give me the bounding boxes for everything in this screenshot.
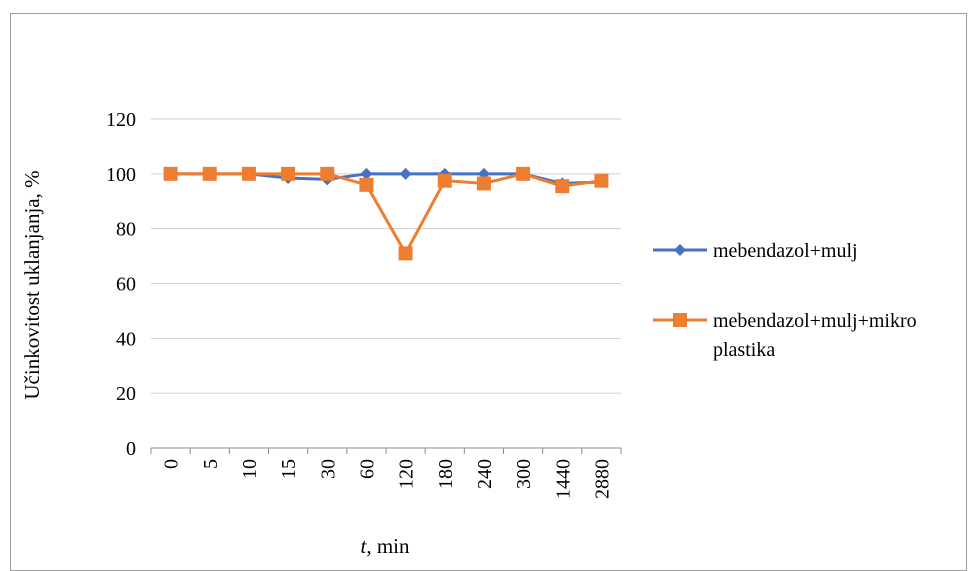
- x-tick-label: 60: [356, 459, 378, 479]
- x-tick-label: 240: [474, 459, 496, 489]
- data-point-square: [163, 166, 178, 181]
- x-tick-label: 2880: [591, 459, 613, 499]
- y-tick-label: 20: [116, 383, 136, 405]
- legend-label-series-2-line-1: mebendazol+mulj+mikro: [713, 310, 917, 332]
- data-point-diamond: [360, 167, 373, 180]
- y-tick-label: 0: [126, 438, 136, 460]
- series-line: [170, 172, 602, 255]
- data-point-square: [594, 173, 609, 188]
- x-axis: [150, 447, 622, 454]
- y-tick-label: 100: [106, 164, 136, 186]
- gridlines: [151, 118, 621, 394]
- y-tick-labels: 0 20 40 60 80 100 120: [106, 109, 136, 460]
- data-point-square: [555, 179, 570, 194]
- legend-item-series-2: mebendazol+mulj+mikro plastika: [653, 310, 917, 361]
- data-point-square: [359, 177, 374, 192]
- legend-marker-square: [673, 313, 687, 327]
- data-point-square: [241, 166, 256, 181]
- legend-label-series-2-line-2: plastika: [713, 339, 775, 361]
- data-point-square: [320, 166, 335, 181]
- legend-item-series-1: mebendazol+mulj: [653, 240, 858, 262]
- x-tick-label: 10: [239, 459, 261, 479]
- chart-frame: [10, 13, 967, 571]
- series-2: [163, 166, 609, 261]
- legend-marker-diamond: [674, 244, 686, 256]
- data-point-square: [476, 176, 491, 191]
- x-tick-label: 30: [317, 459, 339, 479]
- data-point-square: [281, 166, 296, 181]
- y-tick-label: 40: [116, 328, 136, 350]
- x-axis-label-unit: , min: [366, 534, 410, 558]
- x-tick-labels: 0 5 10 15 30 60 120 180 240 300 1440 2880: [161, 459, 614, 499]
- legend-label-series-1: mebendazol+mulj: [713, 240, 858, 262]
- data-point-square: [202, 166, 217, 181]
- y-tick-label: 80: [116, 219, 136, 241]
- x-tick-label: 300: [513, 459, 535, 489]
- y-tick-label: 120: [106, 109, 136, 131]
- data-point-square: [516, 166, 531, 181]
- data-point-square: [437, 173, 452, 188]
- x-tick-label: 0: [161, 459, 183, 469]
- x-axis-label-variable: t: [360, 534, 367, 558]
- x-tick-label: 120: [396, 459, 418, 489]
- legend: mebendazol+mulj mebendazol+mulj+mikro pl…: [653, 240, 917, 361]
- x-tick-label: 5: [200, 459, 222, 469]
- data-point-diamond: [399, 167, 412, 180]
- y-axis-label: Učinkovitost uklanjanja, %: [20, 170, 44, 399]
- x-axis-label: t, min: [360, 534, 410, 558]
- x-tick-label: 1440: [552, 459, 574, 499]
- series-layer: [163, 166, 609, 261]
- data-point-square: [398, 246, 413, 261]
- y-tick-label: 60: [116, 274, 136, 296]
- x-tick-label: 15: [278, 459, 300, 479]
- x-tick-label: 180: [435, 459, 457, 489]
